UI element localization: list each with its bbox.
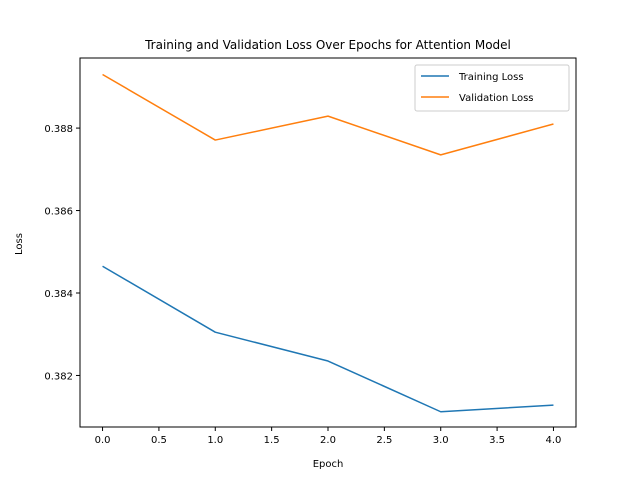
y-tick-label: 0.388 [44,124,73,135]
legend: Training Loss Validation Loss [415,65,569,111]
x-tick-label: 2.0 [320,435,336,446]
y-tick-label: 0.384 [44,289,73,300]
y-tick-label: 0.382 [44,371,73,382]
legend-label: Training Loss [458,72,524,83]
x-tick-label: 3.5 [489,435,505,446]
legend-label: Validation Loss [459,93,534,104]
x-tick-label: 1.0 [207,435,223,446]
x-tick-label: 4.0 [546,435,562,446]
y-tick-label: 0.386 [44,207,73,218]
chart-title: Training and Validation Loss Over Epochs… [144,38,511,52]
x-tick-label: 2.5 [376,435,392,446]
x-tick-label: 3.0 [433,435,449,446]
x-tick-label: 0.0 [95,435,111,446]
x-axis-label: Epoch [313,459,344,470]
y-axis-label: Loss [14,233,25,255]
x-tick-label: 0.5 [151,435,167,446]
x-tick-label: 1.5 [264,435,280,446]
